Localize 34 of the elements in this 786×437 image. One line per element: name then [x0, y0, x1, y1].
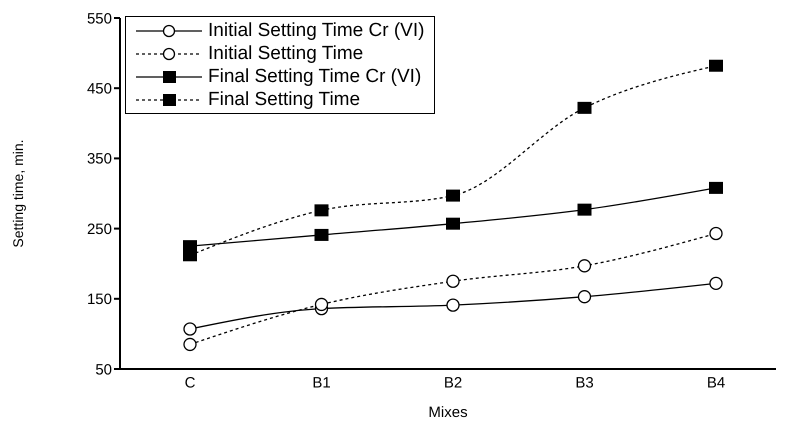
x-tick-label: B4: [706, 374, 726, 392]
point: [709, 182, 723, 194]
legend-label: Final Setting Time Cr (VI): [208, 66, 422, 88]
point: [446, 298, 460, 312]
y-tick-label: 150: [86, 291, 112, 308]
x-tick-label: B3: [575, 374, 594, 392]
point: [709, 276, 723, 290]
point: [183, 338, 197, 352]
point: [578, 102, 592, 114]
y-tick-label: 250: [86, 220, 112, 238]
point: [578, 204, 592, 216]
point: [709, 60, 723, 72]
point: [578, 259, 592, 272]
x-axis-title: Mixes: [428, 404, 468, 421]
legend-label: Initial Setting Time: [208, 42, 364, 64]
y-tick-label: 350: [86, 150, 112, 168]
point: [578, 290, 592, 304]
point: [446, 274, 460, 288]
y-tick-label: 550: [86, 10, 112, 28]
point: [446, 190, 460, 202]
point: [314, 204, 328, 216]
y-tick-label: 50: [95, 361, 112, 378]
x-tick-label: C: [184, 374, 196, 392]
point: [314, 228, 328, 241]
x-tick-label: B1: [312, 374, 331, 392]
point: [446, 218, 460, 230]
x-tick-label: B2: [444, 374, 462, 392]
point: [314, 298, 328, 312]
point: [709, 226, 723, 240]
y-axis-title: Setting time, min.: [10, 139, 26, 248]
point: [183, 322, 197, 336]
legend-label: Final Setting Time: [208, 88, 360, 110]
legend-label: Initial Setting Time Cr (VI): [208, 20, 424, 42]
y-tick-label: 450: [86, 80, 112, 98]
